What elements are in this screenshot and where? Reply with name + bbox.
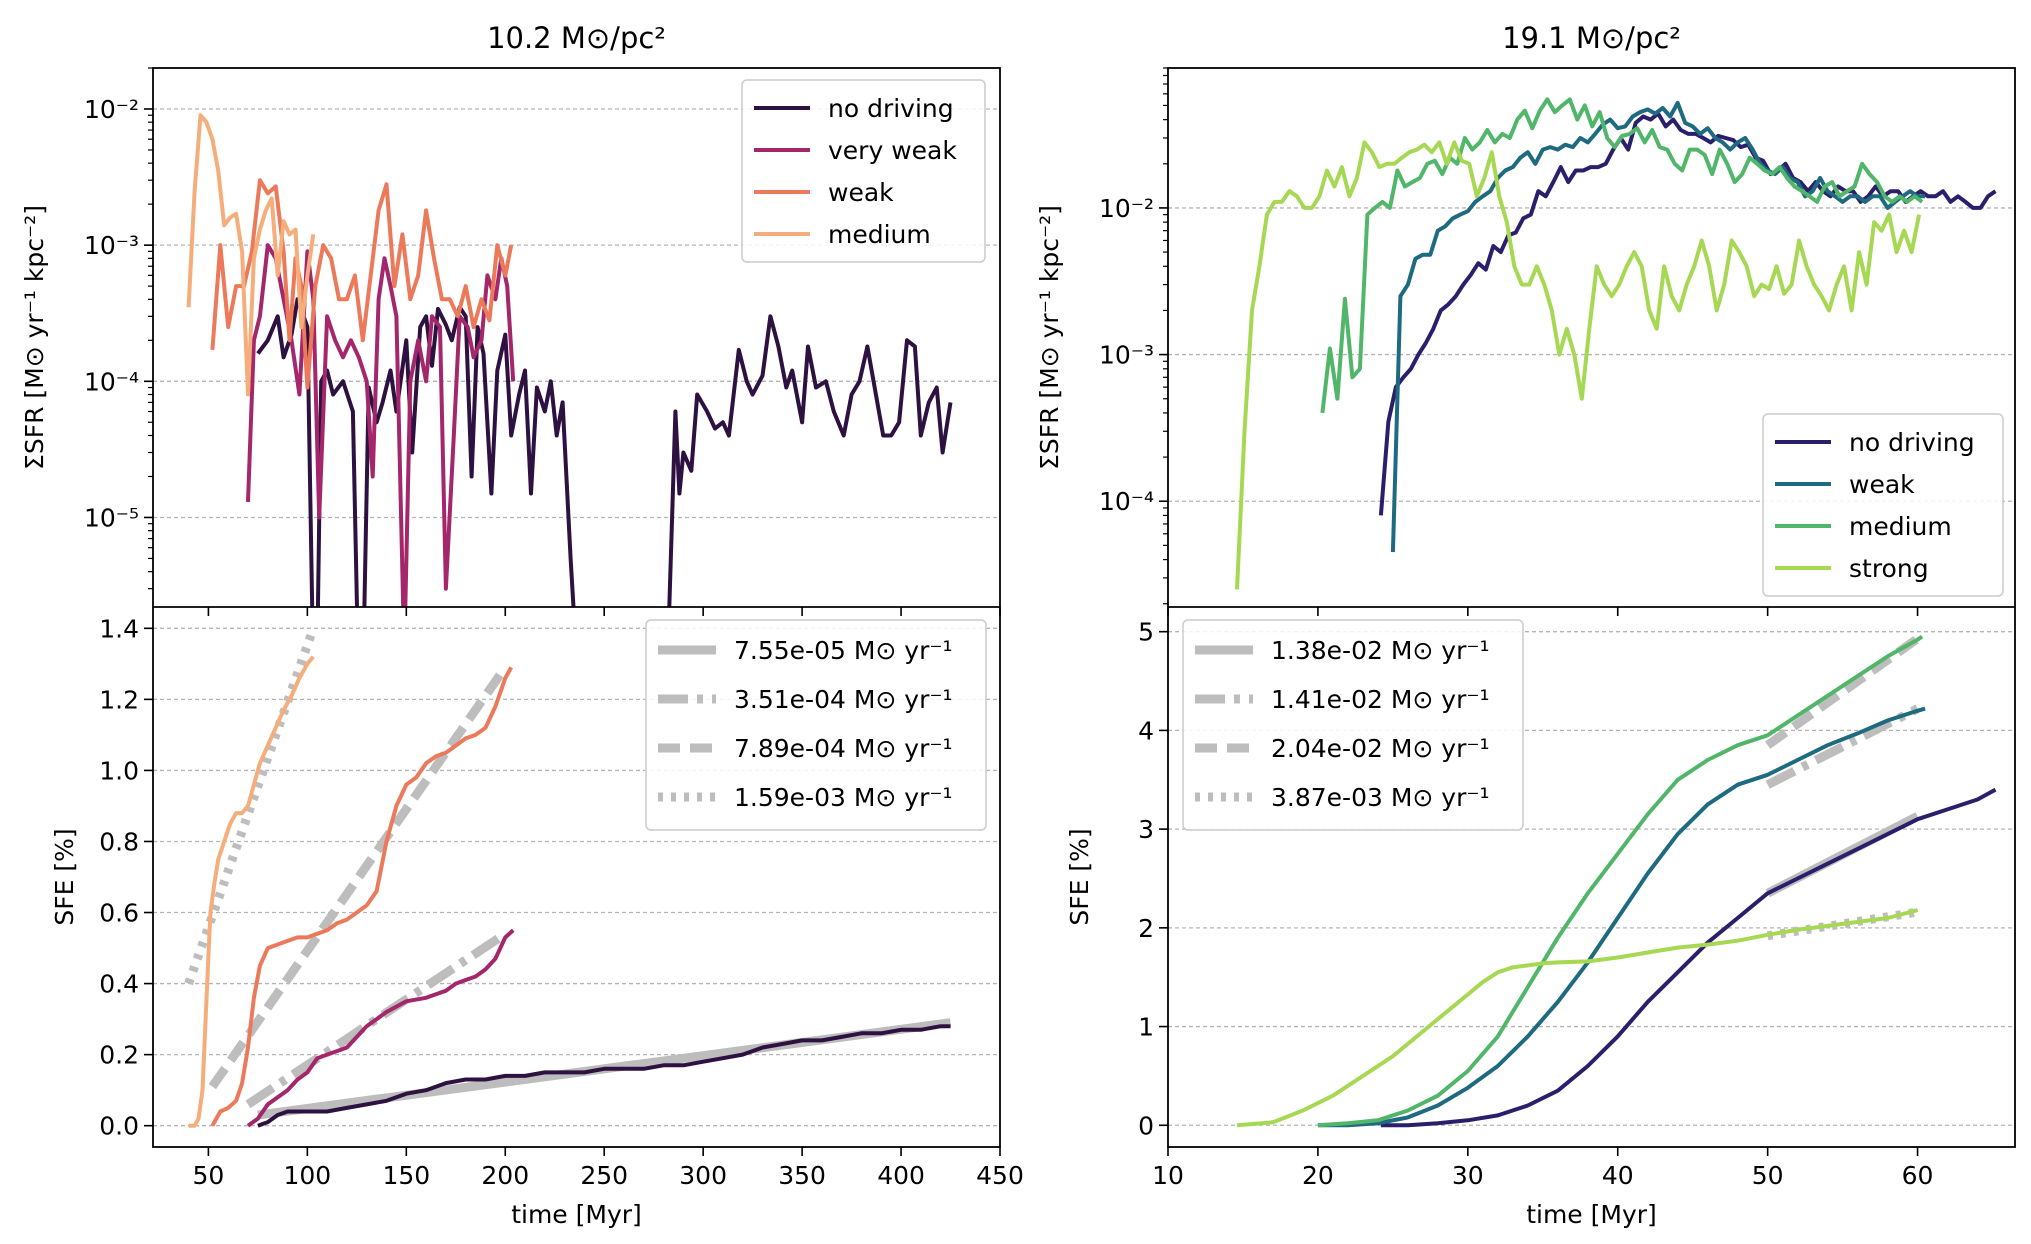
- x-tick-label: 200: [481, 1161, 529, 1190]
- x-tick-label: 300: [679, 1161, 727, 1190]
- y-tick-label: 1: [1138, 1013, 1154, 1042]
- sfe-line-medium: [1317, 634, 1924, 1128]
- sfe-line-strong: [1236, 908, 1919, 1128]
- y-tick-label: 10⁻²: [84, 95, 139, 124]
- sfe-line-no-driving: [1380, 787, 1997, 1128]
- y-tick-label: 0.8: [99, 827, 139, 856]
- legend-label-weak: weak: [1849, 470, 1915, 499]
- legend-label-fit-dashdot: 3.51e-04 M⊙ yr⁻¹: [734, 685, 953, 714]
- sfe-line-no-driving: [257, 1024, 951, 1128]
- fit-line-dashed: [208, 664, 509, 1090]
- series-bottom: [1236, 634, 1997, 1128]
- legend-box: [1182, 619, 1524, 831]
- legend-label-fit-dashed: 2.04e-02 M⊙ yr⁻¹: [1271, 734, 1490, 763]
- legend-label-fit-dotted: 1.59e-03 M⊙ yr⁻¹: [734, 783, 953, 812]
- y-axis-label-top: ΣSFR [M⊙ yr⁻¹ kpc⁻²]: [20, 205, 49, 470]
- sfr-line-weak: [210, 178, 514, 390]
- y-tick-label: 10⁻⁴: [1099, 487, 1154, 516]
- y-tick-label: 10⁻³: [84, 231, 139, 260]
- x-tick-label: 150: [382, 1161, 430, 1190]
- y-axis-label-top: ΣSFR [M⊙ yr⁻¹ kpc⁻²]: [1035, 205, 1064, 470]
- x-axis-label: time [Myr]: [511, 1200, 642, 1229]
- fit-line-dotted: [184, 626, 318, 986]
- x-tick-label: 50: [193, 1161, 225, 1190]
- legend-label-medium: medium: [1849, 512, 1952, 541]
- legend-label-fit-dashed: 7.89e-04 M⊙ yr⁻¹: [734, 734, 953, 763]
- legend-label-fit-dotted: 3.87e-03 M⊙ yr⁻¹: [1271, 783, 1490, 812]
- x-tick-label: 20: [1302, 1161, 1334, 1190]
- panel-title: 10.2 M⊙/pc²: [487, 21, 666, 55]
- sfe-line-very-weak: [246, 928, 515, 1128]
- sfr-line-very-weak: [246, 243, 516, 607]
- sfe-line-weak: [1317, 706, 1926, 1128]
- fit-line-dashdot: [1765, 704, 1920, 789]
- sfe-line-medium: [188, 655, 315, 1128]
- x-tick-label: 400: [877, 1161, 925, 1190]
- sfr-line-medium: [186, 113, 316, 397]
- y-tick-label: 1.0: [99, 756, 139, 785]
- sfe-line-weak: [210, 666, 513, 1127]
- legend-label-very-weak: very weak: [828, 136, 957, 165]
- legend-label-strong: strong: [1849, 554, 1929, 583]
- legend-label-no-driving: no driving: [1849, 428, 1975, 457]
- sfr-line-no-driving: [256, 297, 953, 607]
- x-axis-label: time [Myr]: [1526, 1200, 1657, 1229]
- legend-label-weak: weak: [828, 178, 894, 207]
- legend-fits: 7.55e-05 M⊙ yr⁻¹ 3.51e-04 M⊙ yr⁻¹ 7.89e-04…: [645, 619, 987, 831]
- panel-right: 19.1 M⊙/pc² 10⁻⁴ 10⁻³ 10⁻² 0 1 2 3 4 5 10 20 30 40 50 6…: [1035, 21, 2016, 1229]
- x-tick-label: 50: [1752, 1161, 1784, 1190]
- sfr-line-strong: [1235, 140, 1922, 590]
- series-top: [1235, 97, 1997, 590]
- y-tick-label: 0: [1138, 1111, 1154, 1140]
- y-tick-label: 1.2: [99, 685, 139, 714]
- legend-box: [741, 79, 986, 263]
- y-tick-label: 2: [1138, 914, 1154, 943]
- legend-fits: 1.38e-02 M⊙ yr⁻¹ 1.41e-02 M⊙ yr⁻¹ 2.04e-02…: [1182, 619, 1524, 831]
- y-tick-label: 10⁻⁵: [84, 503, 139, 532]
- y-tick-label: 0.2: [99, 1041, 139, 1070]
- y-tick-label: 1.4: [99, 614, 139, 643]
- x-tick-label: 100: [284, 1161, 332, 1190]
- sfr-line-weak: [1390, 100, 1926, 553]
- x-tick-label: 40: [1602, 1161, 1634, 1190]
- series-top: [186, 113, 953, 607]
- legend-label-no-driving: no driving: [828, 94, 954, 123]
- legend-label-fit-solid: 1.38e-02 M⊙ yr⁻¹: [1271, 636, 1490, 665]
- y-tick-label: 0.0: [99, 1112, 139, 1141]
- legend-top: no driving weak medium strong: [1762, 413, 2004, 597]
- x-tick-label: 250: [580, 1161, 628, 1190]
- y-tick-label: 10⁻⁴: [84, 367, 139, 396]
- y-tick-label: 10⁻³: [1099, 341, 1154, 370]
- y-axis-label-bottom: SFE [%]: [50, 828, 79, 925]
- y-tick-label: 3: [1138, 815, 1154, 844]
- x-tick-label: 60: [1902, 1161, 1934, 1190]
- y-tick-label: 5: [1138, 618, 1154, 647]
- legend-label-medium: medium: [828, 220, 931, 249]
- x-tick-label: 30: [1452, 1161, 1484, 1190]
- x-tick-label: 450: [976, 1161, 1024, 1190]
- y-tick-label: 4: [1138, 716, 1154, 745]
- sfr-line-no-driving: [1378, 111, 1997, 516]
- y-tick-label: 10⁻²: [1099, 194, 1154, 223]
- legend-box: [1762, 413, 2004, 597]
- y-tick-label: 0.6: [99, 899, 139, 928]
- x-tick-label: 10: [1152, 1161, 1184, 1190]
- sfr-line-medium: [1320, 97, 1924, 414]
- x-tick-label: 350: [778, 1161, 826, 1190]
- legend-label-fit-dashdot: 1.41e-02 M⊙ yr⁻¹: [1271, 685, 1490, 714]
- fit-line-dashed: [1765, 634, 1921, 749]
- legend-label-fit-solid: 7.55e-05 M⊙ yr⁻¹: [734, 636, 953, 665]
- legend-box: [645, 619, 987, 831]
- fit-lines: [1765, 634, 1921, 941]
- panel-left: 10.2 M⊙/pc² 10⁻⁵ 10⁻⁴ 10⁻³ 10⁻² 0.0 0.2 0.4 0.6 0…: [20, 21, 1024, 1229]
- y-tick-label: 0.4: [99, 970, 139, 999]
- y-axis-label-bottom: SFE [%]: [1065, 828, 1094, 925]
- legend-top: no driving very weak weak medium: [741, 79, 986, 263]
- panel-title: 19.1 M⊙/pc²: [1502, 21, 1681, 55]
- series-bottom: [188, 655, 951, 1128]
- fit-line-dashdot: [245, 930, 508, 1109]
